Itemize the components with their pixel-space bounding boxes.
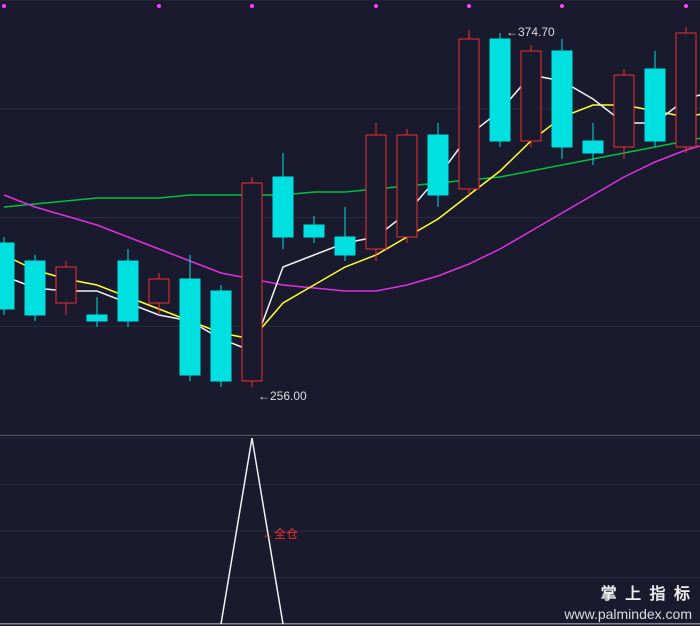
panel-divider-1 bbox=[0, 435, 700, 436]
low-price-label: ←256.00 bbox=[258, 389, 307, 403]
brand-watermark: 掌 上 指 标 bbox=[601, 580, 692, 604]
stock-chart: { "layout": { "width": 700, "height": 62… bbox=[0, 0, 700, 626]
candlestick-panel[interactable] bbox=[0, 0, 700, 435]
panel-divider-2 bbox=[0, 624, 700, 625]
high-price-label: ←374.70 bbox=[506, 25, 555, 39]
signal-label: ←全仓 bbox=[262, 525, 298, 542]
url-watermark: www.palmindex.com bbox=[564, 606, 692, 622]
indicator-panel[interactable] bbox=[0, 438, 700, 624]
